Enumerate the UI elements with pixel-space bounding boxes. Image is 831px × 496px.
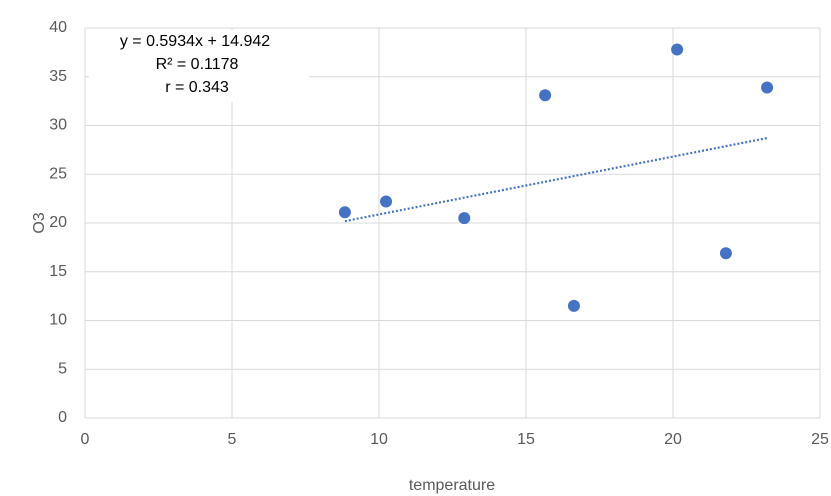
point — [539, 89, 552, 102]
annotation: r = 0.343 — [165, 79, 229, 96]
y-tick-label: 20 — [49, 214, 67, 231]
point — [567, 299, 580, 312]
y-tick-label: 0 — [58, 409, 67, 426]
x-axis-label: temperature — [409, 477, 495, 494]
y-tick-label: 25 — [49, 165, 67, 182]
y-tick-label: 15 — [49, 263, 67, 280]
point — [719, 247, 732, 260]
point — [380, 195, 393, 208]
annotation-box — [89, 30, 309, 102]
x-tick-label: 25 — [811, 431, 829, 448]
point — [458, 212, 471, 225]
point — [338, 206, 351, 219]
x-tick-label: 0 — [81, 431, 90, 448]
x-tick-label: 20 — [664, 431, 682, 448]
x-tick-label: 15 — [517, 431, 535, 448]
x-tick-label: 10 — [370, 431, 388, 448]
y-tick-label: 5 — [58, 360, 67, 377]
annotation: y = 0.5934x + 14.942 — [120, 33, 270, 50]
point — [761, 81, 774, 94]
y-axis-label: O3 — [31, 212, 48, 233]
annotation: R² = 0.1178 — [156, 56, 239, 73]
y-tick-label: 30 — [49, 117, 67, 134]
point — [671, 43, 684, 56]
trendline — [344, 136, 768, 223]
y-tick-label: 10 — [49, 312, 67, 329]
y-tick-label: 35 — [49, 68, 67, 85]
x-tick-label: 5 — [228, 431, 237, 448]
y-tick-label: 40 — [49, 19, 67, 36]
